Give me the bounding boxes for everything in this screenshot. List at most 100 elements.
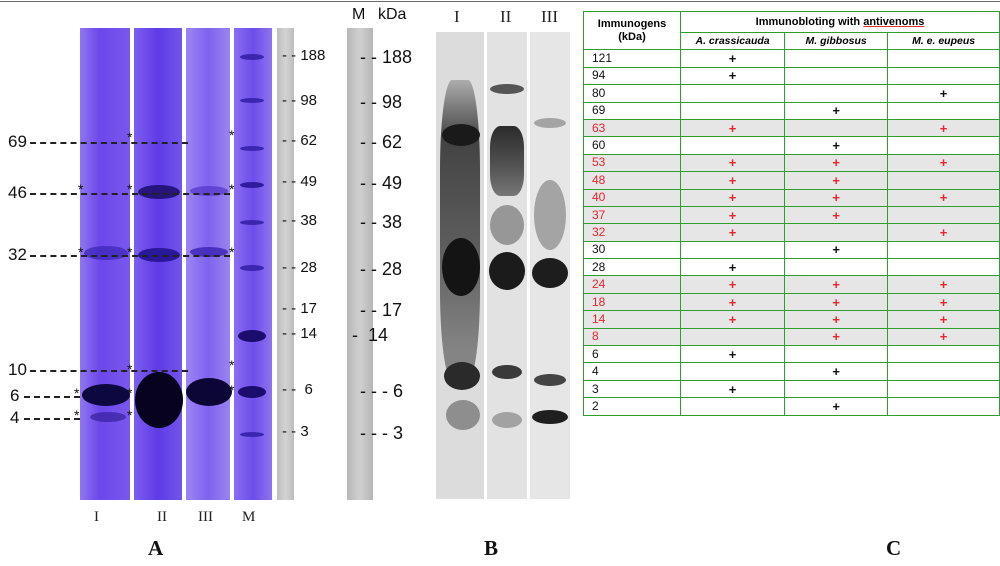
table-row: 32 + + <box>582 223 1000 242</box>
lane-label-iii: III <box>198 509 213 525</box>
ladder-kda-label: - - 38 <box>360 212 403 232</box>
asterisk: * <box>229 181 235 197</box>
mark-cell-m-gibbosus <box>784 66 889 86</box>
gel-lane-iii <box>186 28 230 500</box>
ladder-kda-label: - 14 <box>352 325 389 345</box>
blot-band <box>442 124 480 146</box>
mark-cell-a-crassicauda: + <box>680 379 786 399</box>
mark-cell-a-crassicauda <box>680 397 786 416</box>
mark-cell-m-e-eupeus <box>887 379 1000 399</box>
asterisk: * <box>229 244 235 260</box>
gel-band <box>190 186 228 196</box>
mark-cell-a-crassicauda <box>680 240 786 260</box>
mark-cell-m-e-eupeus <box>887 171 1000 190</box>
asterisk: * <box>127 407 133 423</box>
immunogen-kda-cell: 24 <box>582 275 682 294</box>
mark-cell-m-e-eupeus <box>887 362 1000 381</box>
table-row: 6 + <box>582 345 1000 364</box>
left-marker-dash <box>24 418 80 420</box>
mark-cell-m-e-eupeus <box>887 345 1000 364</box>
ladder-band <box>240 265 264 271</box>
gel-band <box>135 372 183 428</box>
immunogen-kda-cell: 32 <box>582 223 682 242</box>
immunogen-kda-cell: 80 <box>582 84 682 103</box>
mark-cell-m-gibbosus: + <box>784 153 889 173</box>
table-header-row: Immunogens (kDa) Immunobloting with anti… <box>582 10 1000 51</box>
mark-cell-m-e-eupeus <box>887 205 1000 225</box>
ladder-kda-label: - - 49 <box>360 173 403 193</box>
header-group-word: antivenoms <box>863 15 925 28</box>
immunogen-kda-cell: 4 <box>582 362 682 381</box>
blot-band <box>446 400 480 430</box>
mark-cell-m-e-eupeus: + <box>887 327 1000 347</box>
blot-lane-label-i: I <box>454 7 460 26</box>
mark-cell-m-gibbosus: + <box>784 397 889 416</box>
table-row: 18 + + + <box>582 292 1000 312</box>
blot-band <box>532 258 568 288</box>
mark-cell-m-gibbosus <box>784 379 889 399</box>
table-row: 30 + <box>582 240 1000 260</box>
table-row: 80 + <box>582 84 1000 103</box>
immunogen-kda-cell: 48 <box>582 171 682 190</box>
header-immunogens-label: Immunogens <box>597 17 667 30</box>
mark-cell-a-crassicauda: + <box>680 275 786 294</box>
table-row: 48 + + <box>582 171 1000 190</box>
asterisk: * <box>127 361 133 377</box>
gel-lane-m <box>234 28 272 500</box>
mark-cell-m-gibbosus: + <box>784 310 889 329</box>
gel-band <box>190 247 228 257</box>
immunogen-kda-cell: 69 <box>582 101 682 120</box>
gel-lane-ii <box>134 28 182 500</box>
asterisk: * <box>127 244 133 260</box>
immunogen-kda-cell: 28 <box>582 258 682 277</box>
immunogen-kda-cell: 121 <box>582 49 682 68</box>
table-row: 8 + + <box>582 327 1000 347</box>
blot-band <box>492 412 522 428</box>
table-row: 37 + + <box>582 205 1000 225</box>
table-row: 69 + <box>582 101 1000 120</box>
asterisk: * <box>229 127 235 143</box>
asterisk: * <box>127 129 133 145</box>
blot-band <box>534 118 566 128</box>
ladder-kda-label: - - 188 <box>360 47 413 67</box>
left-marker-label: 6 <box>10 386 20 405</box>
left-marker-dash <box>24 396 80 398</box>
mark-cell-a-crassicauda: + <box>680 258 786 277</box>
mark-cell-a-crassicauda <box>680 101 786 120</box>
ladder-header-kda: kDa <box>378 6 407 23</box>
mark-cell-a-crassicauda: + <box>680 171 786 190</box>
asterisk: * <box>229 357 235 373</box>
mark-cell-m-gibbosus: + <box>784 240 889 260</box>
lane-label-ii: II <box>157 509 167 525</box>
header-group-prefix: Immunobloting with <box>755 15 864 28</box>
immunogen-kda-cell: 94 <box>582 66 682 86</box>
mark-cell-m-gibbosus: + <box>784 205 889 225</box>
mark-cell-a-crassicauda: + <box>680 66 786 86</box>
mark-cell-m-e-eupeus: + <box>887 188 1000 207</box>
blot-band <box>534 180 566 250</box>
mark-cell-m-gibbosus: + <box>784 171 889 190</box>
mark-cell-m-gibbosus: + <box>784 275 889 294</box>
blot-band <box>490 126 524 196</box>
mark-cell-m-e-eupeus <box>887 240 1000 260</box>
mark-cell-m-gibbosus: + <box>784 188 889 207</box>
ladder-band <box>240 432 264 437</box>
marker-kda-label: - - 49 <box>282 173 318 190</box>
header-group-title: Immunobloting with antivenoms <box>680 11 1000 33</box>
ladder-band <box>238 330 266 342</box>
ladder-band <box>240 54 264 60</box>
panel-label-a: A <box>148 536 164 560</box>
header-kda-label: (kDa) <box>618 30 646 43</box>
immunogen-kda-cell: 30 <box>582 240 682 260</box>
mark-cell-a-crassicauda: + <box>680 49 786 68</box>
gel-band <box>90 412 126 422</box>
ladder-kda-label: - - 17 <box>360 300 403 320</box>
mark-cell-m-e-eupeus: + <box>887 223 1000 242</box>
table-row: 63 + + <box>582 118 1000 138</box>
mark-cell-m-gibbosus: + <box>784 362 889 381</box>
ladder-band <box>240 220 264 225</box>
mark-cell-m-e-eupeus: + <box>887 292 1000 312</box>
ladder-band <box>240 182 264 188</box>
panel-label-c: C <box>886 536 902 560</box>
blot-band <box>492 365 522 379</box>
